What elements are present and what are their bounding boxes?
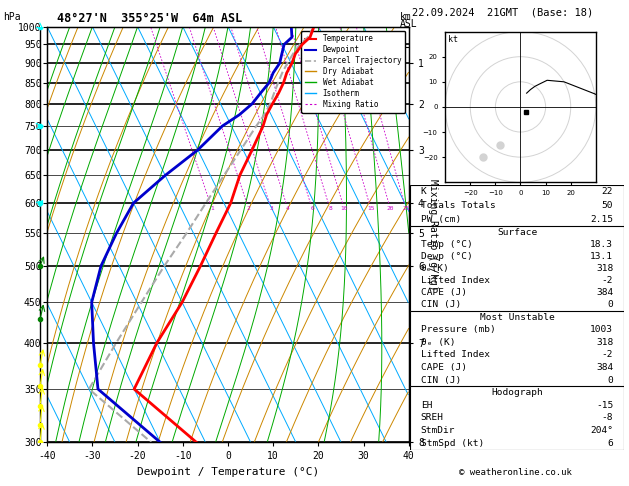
Text: 10: 10 (340, 207, 348, 211)
Text: 15: 15 (367, 207, 375, 211)
Text: km: km (399, 12, 411, 22)
Text: -2: -2 (602, 276, 613, 285)
Text: CIN (J): CIN (J) (421, 376, 461, 384)
Text: ASL: ASL (399, 19, 417, 30)
Text: Hodograph: Hodograph (491, 388, 543, 397)
Text: 0: 0 (608, 376, 613, 384)
Text: CAPE (J): CAPE (J) (421, 363, 467, 372)
Text: 50: 50 (602, 201, 613, 210)
Text: Pressure (mb): Pressure (mb) (421, 325, 496, 334)
Text: PW (cm): PW (cm) (421, 215, 461, 224)
Text: 48°27'N  355°25'W  64m ASL: 48°27'N 355°25'W 64m ASL (57, 12, 242, 25)
Text: 318: 318 (596, 264, 613, 273)
Text: 22: 22 (602, 187, 613, 196)
Text: 13.1: 13.1 (590, 252, 613, 261)
X-axis label: Dewpoint / Temperature (°C): Dewpoint / Temperature (°C) (137, 467, 319, 477)
Text: -8: -8 (602, 414, 613, 422)
Text: Most Unstable: Most Unstable (480, 313, 554, 322)
Text: 8: 8 (328, 207, 332, 211)
Text: kt: kt (448, 35, 458, 44)
Text: EH: EH (421, 401, 432, 410)
Text: 3: 3 (269, 207, 273, 211)
Text: 384: 384 (596, 288, 613, 297)
Text: StmSpd (kt): StmSpd (kt) (421, 439, 484, 448)
Legend: Temperature, Dewpoint, Parcel Trajectory, Dry Adiabat, Wet Adiabat, Isotherm, Mi: Temperature, Dewpoint, Parcel Trajectory… (301, 31, 405, 113)
Text: K: K (421, 187, 426, 196)
Text: 4: 4 (286, 207, 290, 211)
Text: Lifted Index: Lifted Index (421, 350, 490, 360)
Text: Totals Totals: Totals Totals (421, 201, 496, 210)
Text: 2: 2 (247, 207, 250, 211)
Text: CIN (J): CIN (J) (421, 300, 461, 310)
Text: θₑ(K): θₑ(K) (421, 264, 450, 273)
Text: StmDir: StmDir (421, 426, 455, 435)
Text: hPa: hPa (3, 12, 21, 22)
Text: -2: -2 (602, 350, 613, 360)
Text: Surface: Surface (497, 227, 537, 237)
Text: 204°: 204° (590, 426, 613, 435)
Text: 1003: 1003 (590, 325, 613, 334)
Text: 18.3: 18.3 (590, 240, 613, 249)
Text: 22.09.2024  21GMT  (Base: 18): 22.09.2024 21GMT (Base: 18) (412, 7, 593, 17)
Text: 1: 1 (210, 207, 214, 211)
Text: 25: 25 (402, 207, 409, 211)
Text: LCL: LCL (394, 38, 408, 47)
Text: Temp (°C): Temp (°C) (421, 240, 472, 249)
Text: Lifted Index: Lifted Index (421, 276, 490, 285)
Text: © weatheronline.co.uk: © weatheronline.co.uk (459, 468, 572, 477)
Text: 20: 20 (387, 207, 394, 211)
Text: 0: 0 (608, 300, 613, 310)
Text: Dewp (°C): Dewp (°C) (421, 252, 472, 261)
Text: 6: 6 (608, 439, 613, 448)
Y-axis label: Mixing Ratio (g/kg): Mixing Ratio (g/kg) (428, 179, 438, 290)
Text: 318: 318 (596, 338, 613, 347)
Text: 384: 384 (596, 363, 613, 372)
Text: SREH: SREH (421, 414, 444, 422)
Text: CAPE (J): CAPE (J) (421, 288, 467, 297)
Text: 2.15: 2.15 (590, 215, 613, 224)
Text: 6: 6 (310, 207, 314, 211)
Text: -15: -15 (596, 401, 613, 410)
Text: θₑ (K): θₑ (K) (421, 338, 455, 347)
